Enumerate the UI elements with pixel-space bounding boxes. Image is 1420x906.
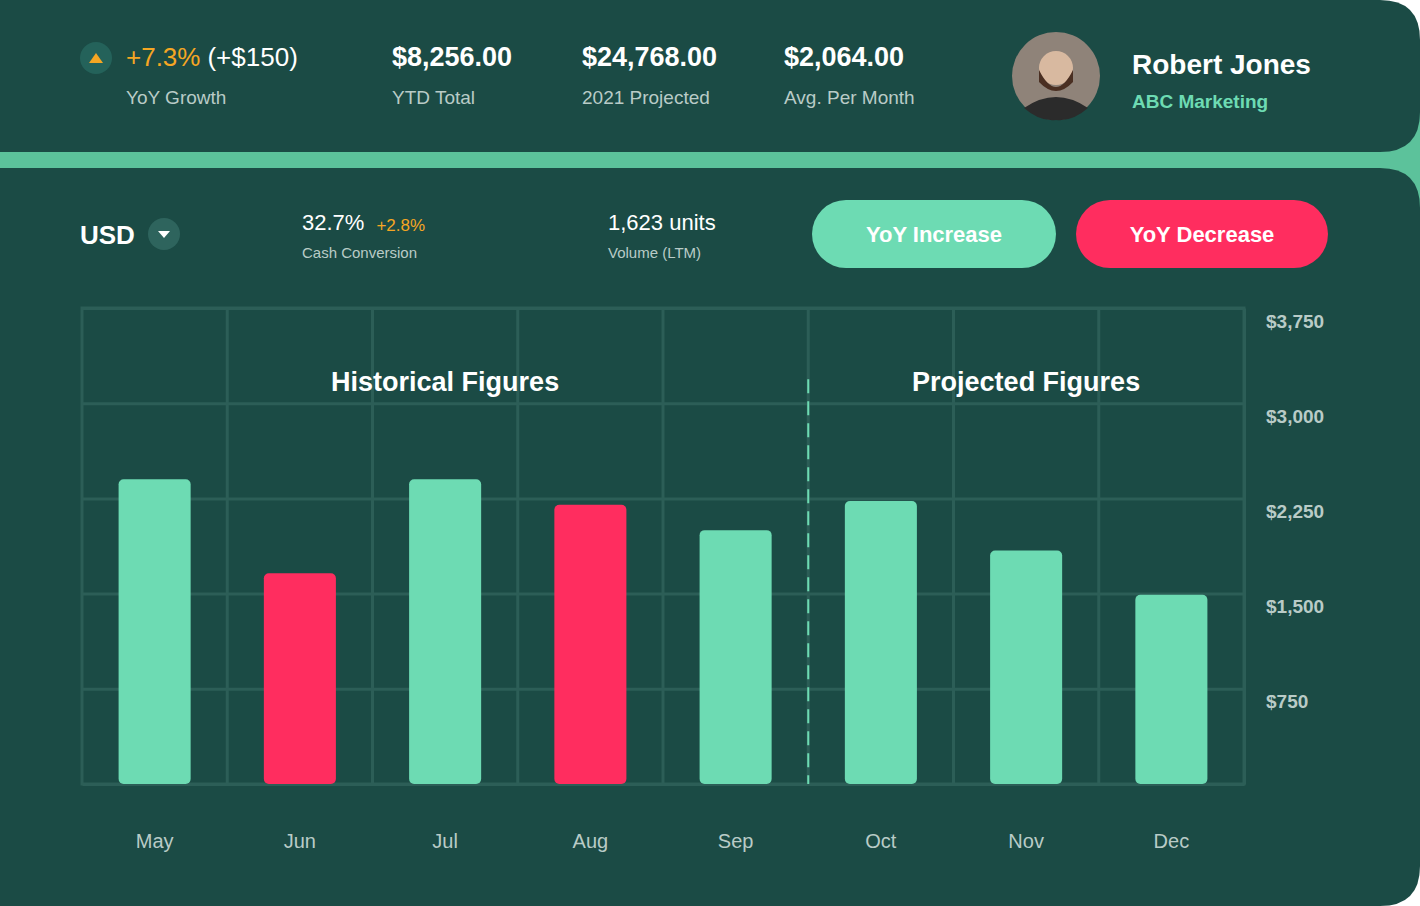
metric-label: Volume (LTM): [608, 244, 701, 261]
chart: $750 $1,500 $2,250 $3,000 $3,750 May Jun Jul Aug…: [82, 308, 1324, 852]
legend-button[interactable]: [1076, 200, 1328, 268]
bar: [990, 550, 1062, 784]
y-axis: $750 $1,500 $2,250 $3,000 $3,750: [82, 309, 1324, 785]
grid-line-vertical: [226, 308, 229, 784]
x-tick-label: Sep: [718, 830, 754, 852]
stat-value: $2,064.00: [784, 42, 904, 72]
grid-line-horizontal: [82, 402, 1244, 405]
y-axis-line: [1243, 309, 1246, 785]
currency-select[interactable]: USD: [80, 220, 135, 250]
bars: [119, 479, 1208, 784]
growth-amount: (+$150): [207, 42, 297, 72]
x-tick-label: May: [136, 830, 174, 852]
header-panel: [0, 0, 1420, 152]
grid-line-horizontal: [82, 307, 1244, 310]
metric-change: +2.8%: [376, 216, 425, 235]
chart-panel: [0, 168, 1420, 906]
bar: [554, 505, 626, 784]
metric-value: 32.7%: [302, 210, 364, 235]
legend-button[interactable]: [812, 200, 1056, 268]
growth-text: +7.3%(+$150): [126, 42, 298, 72]
avatar-beard: [1039, 70, 1073, 91]
x-tick-label: Aug: [573, 830, 609, 852]
x-tick-label: Jul: [432, 830, 458, 852]
projection-divider: [807, 379, 809, 784]
x-tick: Oct: [865, 830, 897, 852]
x-axis: May Jun Jul Aug Sep Oct Nov Dec: [83, 785, 1245, 853]
x-tick-label: Nov: [1008, 830, 1044, 852]
x-tick-label: Oct: [865, 830, 897, 852]
x-tick-label: Jun: [284, 830, 316, 852]
button-label[interactable]: YoY Increase: [866, 222, 1002, 247]
x-tick: Dec: [1154, 830, 1190, 852]
x-tick: May: [136, 830, 174, 852]
profile-name: Robert Jones: [1132, 49, 1311, 80]
bar: [845, 501, 917, 784]
avatar-body: [1024, 97, 1088, 120]
toolbar: USD 32.7% +2.8% Cash Conversion 1,623 units V…: [80, 200, 1328, 268]
x-tick: Jul: [432, 830, 458, 852]
metric-value: 1,623 units: [608, 210, 716, 235]
grid-line-horizontal: [82, 688, 1244, 691]
plot-frame: [82, 308, 1244, 784]
x-tick: Aug: [573, 830, 609, 852]
button-label[interactable]: YoY Decrease: [1130, 222, 1275, 247]
y-tick-label: $3,750: [1266, 311, 1324, 332]
y-tick: $3,750: [82, 309, 1324, 332]
grid-line-vertical: [662, 308, 665, 784]
growth-label: YoY Growth: [126, 87, 226, 108]
growth-icon: [80, 42, 112, 74]
growth-change: +7.3%: [126, 42, 200, 72]
x-tick: Jun: [284, 830, 316, 852]
avatar-bg: [1012, 32, 1100, 120]
section-title: Projected Figures: [912, 367, 1140, 397]
y-tick: $3,000: [82, 404, 1324, 427]
bar: [700, 530, 772, 784]
y-tick-label: $1,500: [1266, 596, 1324, 617]
currency-dropdown[interactable]: [148, 218, 180, 250]
x-tick: Nov: [1008, 830, 1044, 852]
stat-label: 2021 Projected: [582, 87, 710, 108]
dropdown-arrow: [158, 231, 170, 238]
growth-arrow: [89, 53, 103, 63]
x-tick-label: Dec: [1154, 830, 1190, 852]
grid-line-horizontal: [82, 497, 1244, 500]
metric-label: Cash Conversion: [302, 244, 417, 261]
page-background: [0, 0, 1420, 906]
header: +7.3%(+$150) YoY Growth $8,256.00 YTD Total…: [80, 32, 1311, 120]
stat-label: YTD Total: [392, 87, 475, 108]
section-title: Historical Figures: [331, 367, 559, 397]
stat-label: Avg. Per Month: [784, 87, 915, 108]
stat-value: $24,768.00: [582, 42, 717, 72]
grid-line-vertical: [807, 308, 810, 784]
x-axis-line: [83, 783, 1245, 786]
y-tick-label: $750: [1266, 691, 1308, 712]
bar: [264, 573, 336, 784]
bar: [1135, 595, 1207, 784]
y-tick-label: $3,000: [1266, 406, 1324, 427]
bar: [409, 479, 481, 784]
profile-company: ABC Marketing: [1132, 91, 1268, 112]
y-tick-label: $2,250: [1266, 501, 1324, 522]
stat-value: $8,256.00: [392, 42, 512, 72]
bar: [119, 479, 191, 784]
avatar: [1012, 32, 1100, 120]
dashboard: +7.3%(+$150) YoY Growth $8,256.00 YTD Total…: [0, 0, 1420, 906]
grid-line-horizontal: [82, 593, 1244, 596]
y-tick: $2,250: [82, 499, 1324, 522]
x-tick: Sep: [718, 830, 754, 852]
